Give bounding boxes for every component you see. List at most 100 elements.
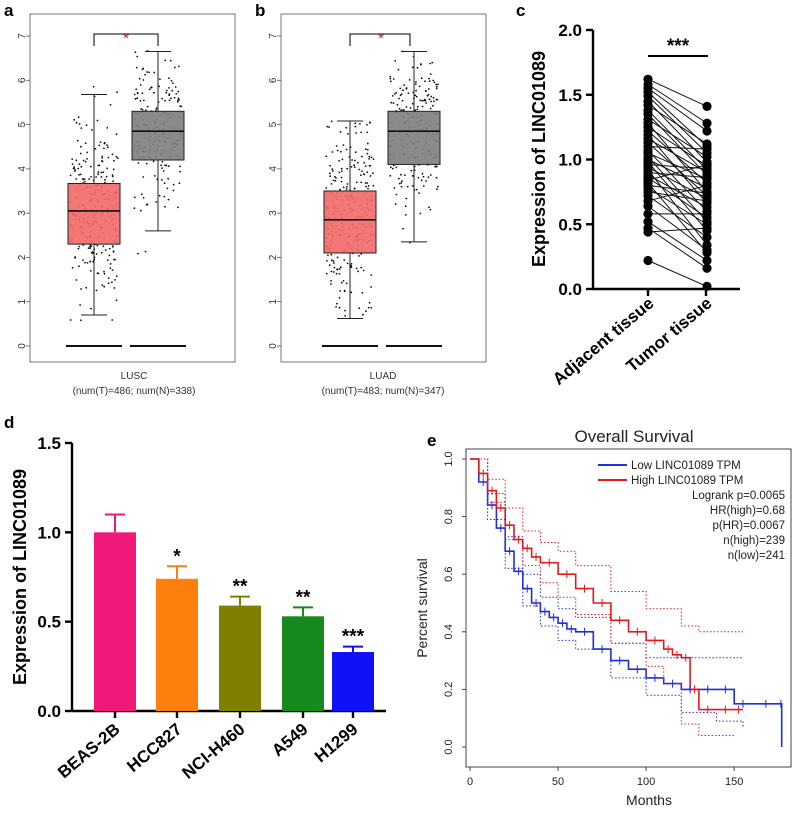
b-point [332,170,334,172]
b-point [399,94,402,97]
b-point [346,262,349,265]
a-point [75,178,78,180]
b-point [345,282,348,285]
a-point [90,307,92,310]
b-point [431,61,434,64]
a-point [177,90,180,93]
a-point [72,167,75,170]
panel-d: d 0.0 0.5 1.0 1.5 BEAS-2B * HCC827 ** NCI-H460 *… [4,413,386,783]
a-point [163,182,166,185]
a-point [87,247,90,250]
b-point [409,107,412,109]
a-y-tick-label: 3 [17,210,28,216]
panel-e-survival-curve [470,458,783,747]
b-point [368,158,370,160]
a-point [101,160,104,163]
panel-c-pair-line [647,152,708,180]
b-point [421,172,424,175]
a-point [112,180,114,183]
panel-e-y-tick-label: 0.8 [443,509,455,524]
panel-e-curves [470,458,783,747]
panel-c-tumor-point [702,281,712,292]
b-point [370,286,372,288]
a-point [79,152,82,155]
b-point [414,109,417,112]
a-point [115,155,118,158]
panel-d-y-tick-label: 0.0 [37,702,61,721]
panel-e-x-tick-label: 0 [467,776,473,788]
a-point [164,205,166,208]
a-point [83,180,86,183]
b-point [415,95,418,98]
b-point [354,151,357,154]
b-point [389,80,392,83]
b-point [350,263,353,265]
a-point [146,105,149,108]
a-y-tick-label: 1 [17,298,28,304]
b-point [346,186,348,188]
b-y-tick-label: 0 [268,343,279,349]
a-point [152,160,155,163]
b-point [372,184,375,187]
b-point [340,167,343,170]
b-point [391,95,394,97]
b-point [415,89,417,92]
panel-c-adjacent-point [643,227,653,237]
panel-c-pair-line [647,184,708,194]
a-point [177,99,179,102]
a-point [136,92,139,94]
a-point [133,196,136,199]
a-point [111,319,114,321]
b-point [432,104,434,107]
b-point [345,126,348,129]
a-point [114,279,116,281]
b-point [338,272,341,275]
b-point [366,142,369,145]
b-point [326,125,329,128]
b-y-tick-label: 2 [268,254,279,260]
panel-e-x-tick-label: 150 [725,776,743,788]
a-point [103,272,106,275]
a-point [85,286,88,289]
b-point [363,161,365,164]
a-point [142,79,145,81]
a-point [99,141,102,144]
a-point [177,206,179,209]
b-point [394,203,397,206]
b-point [435,87,438,90]
a-point [153,175,156,177]
b-point [336,256,339,259]
panel-e-axes: 0.0 0.2 0.4 0.6 0.8 1.0 0 50 100 150 [443,451,743,788]
legend-high-label: High LINC01089 TPM [631,475,743,487]
b-point [367,306,370,309]
b-point [360,174,362,177]
b-point [428,80,431,82]
a-y-tick-label: 2 [17,254,28,260]
b-point [332,179,335,182]
b-point [367,187,369,190]
b-point [343,290,346,293]
a-point [104,178,106,181]
b-point [421,105,424,108]
b-point [332,260,335,263]
b-point [393,187,396,189]
a-point [148,71,151,74]
panel-c-pair-line [647,169,708,246]
a-point [106,259,109,261]
b-point [395,91,398,94]
b-point [392,78,395,80]
b-point [330,270,333,273]
a-point [96,244,99,247]
panel-a-boxes [66,51,186,347]
b-point [402,89,404,92]
a-point [90,176,92,178]
b-point [400,109,403,112]
a-point [82,159,85,162]
b-point [366,148,369,151]
panel-a-frame [29,13,236,363]
a-point [161,97,164,100]
a-point [167,198,170,201]
b-point [420,179,423,182]
b-point [339,130,342,133]
a-point [148,88,151,91]
